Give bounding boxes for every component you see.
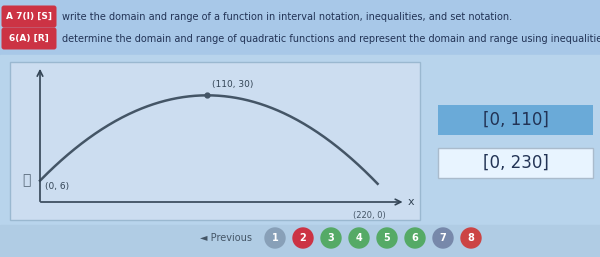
Text: ◄ Previous: ◄ Previous	[200, 233, 252, 243]
Text: 6: 6	[412, 233, 418, 243]
Text: A 7(I) [S]: A 7(I) [S]	[6, 12, 52, 21]
Text: 🏌: 🏌	[22, 173, 31, 187]
Text: (110, 30): (110, 30)	[212, 80, 254, 89]
Text: 5: 5	[383, 233, 391, 243]
Text: 1: 1	[272, 233, 278, 243]
Text: 8: 8	[467, 233, 475, 243]
Bar	[0, 0, 600, 55]
Text: 4: 4	[356, 233, 362, 243]
Text: 2: 2	[299, 233, 307, 243]
Text: determine the domain and range of quadratic functions and represent the domain a: determine the domain and range of quadra…	[62, 33, 600, 43]
Circle shape	[349, 228, 369, 248]
Text: 6(A) [R]: 6(A) [R]	[9, 34, 49, 43]
Circle shape	[433, 228, 453, 248]
Circle shape	[405, 228, 425, 248]
Bar	[10, 62, 420, 220]
Text: (0, 6): (0, 6)	[45, 182, 69, 191]
Text: (220, 0): (220, 0)	[353, 211, 386, 220]
Circle shape	[377, 228, 397, 248]
Bar	[0, 55, 600, 225]
Circle shape	[293, 228, 313, 248]
Bar	[438, 105, 593, 135]
Circle shape	[461, 228, 481, 248]
Bar	[0, 225, 600, 257]
Bar	[438, 148, 593, 178]
Text: x: x	[407, 197, 414, 207]
Text: write the domain and range of a function in interval notation, inequalities, and: write the domain and range of a function…	[62, 12, 512, 22]
Text: 7: 7	[440, 233, 446, 243]
Text: [0, 230]: [0, 230]	[482, 154, 548, 172]
FancyBboxPatch shape	[1, 5, 56, 27]
FancyBboxPatch shape	[1, 27, 56, 50]
Text: [0, 110]: [0, 110]	[482, 111, 548, 129]
Circle shape	[321, 228, 341, 248]
Text: 3: 3	[328, 233, 334, 243]
Circle shape	[265, 228, 285, 248]
